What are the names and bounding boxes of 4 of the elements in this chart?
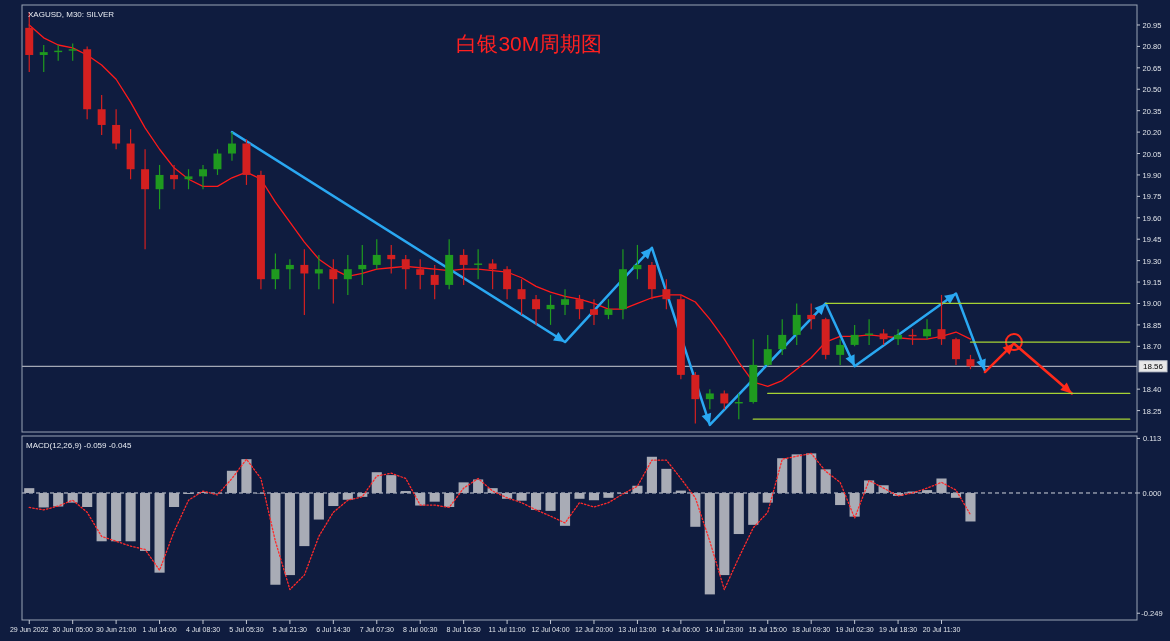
- text: MACD(12,26,9) -0.059 -0.045: [26, 441, 132, 450]
- text: 白银30M周期图: [456, 32, 603, 55]
- text: XAGUSD, M30: SILVER: [28, 10, 115, 19]
- ref-line-label: 18.56: [1142, 362, 1164, 372]
